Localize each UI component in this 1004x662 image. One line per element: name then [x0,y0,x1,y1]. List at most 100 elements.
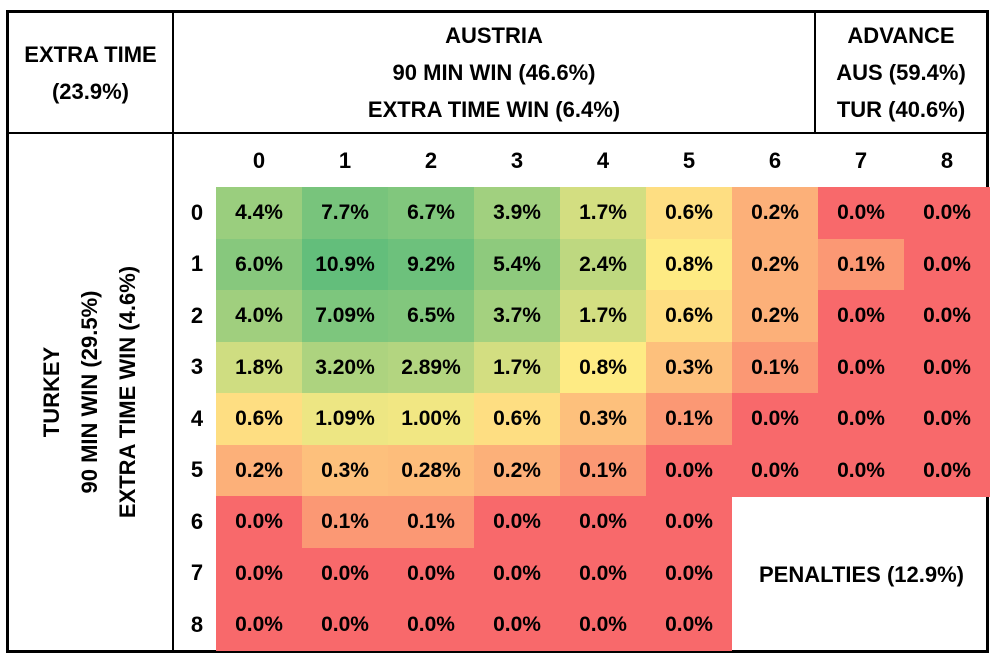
col-header-6: 6 [732,136,818,186]
cell-1-0: 6.0% [216,239,302,291]
cell-7-2: 0.0% [388,548,474,600]
row-header-3: 3 [178,342,216,394]
cell-5-0: 0.2% [216,445,302,497]
cell-7-5: 0.0% [646,548,732,600]
cell-2-5: 0.6% [646,290,732,342]
cell-6-0: 0.0% [216,496,302,548]
cell-5-4: 0.1% [560,445,646,497]
cell-2-0: 4.0% [216,290,302,342]
cell-3-1: 3.20% [302,342,388,394]
extra-time-value: (23.9%) [52,73,129,110]
cell-3-8: 0.0% [904,342,990,394]
cell-0-5: 0.6% [646,187,732,239]
advance-title: ADVANCE [847,17,954,54]
row-header-0: 0 [178,187,216,239]
cell-7-1: 0.0% [302,548,388,600]
col-header-1: 1 [302,136,388,186]
cell-8-4: 0.0% [560,599,646,651]
turkey-90min: 90 MIN WIN (29.5%) [71,266,109,518]
cell-4-1: 1.09% [302,393,388,445]
cell-2-4: 1.7% [560,290,646,342]
cell-1-4: 2.4% [560,239,646,291]
cell-3-6: 0.1% [732,342,818,394]
cell-5-3: 0.2% [474,445,560,497]
cell-0-1: 7.7% [302,187,388,239]
cell-6-5: 0.0% [646,496,732,548]
cell-1-7: 0.1% [818,239,904,291]
cell-4-5: 0.1% [646,393,732,445]
cell-0-4: 1.7% [560,187,646,239]
cell-5-7: 0.0% [818,445,904,497]
col-header-4: 4 [560,136,646,186]
cell-0-8: 0.0% [904,187,990,239]
cell-5-6: 0.0% [732,445,818,497]
row-header-5: 5 [178,445,216,497]
cell-5-2: 0.28% [388,445,474,497]
row-header-2: 2 [178,290,216,342]
cell-3-3: 1.7% [474,342,560,394]
turkey-side-label: TURKEY 90 MIN WIN (29.5%) EXTRA TIME WIN… [8,134,172,650]
cell-8-1: 0.0% [302,599,388,651]
cell-2-7: 0.0% [818,290,904,342]
row-header-7: 7 [178,548,216,600]
cell-8-5: 0.0% [646,599,732,651]
turkey-title: TURKEY [33,266,71,518]
row-header-1: 1 [178,239,216,291]
cell-1-5: 0.8% [646,239,732,291]
advance-divider [814,12,816,133]
cell-2-1: 7.09% [302,290,388,342]
cell-0-2: 6.7% [388,187,474,239]
cell-6-1: 0.1% [302,496,388,548]
cell-5-5: 0.0% [646,445,732,497]
austria-90min: 90 MIN WIN (46.6%) [393,54,596,91]
cell-0-7: 0.0% [818,187,904,239]
cell-2-3: 3.7% [474,290,560,342]
cell-6-2: 0.1% [388,496,474,548]
cell-3-7: 0.0% [818,342,904,394]
col-header-5: 5 [646,136,732,186]
austria-extra-time: EXTRA TIME WIN (6.4%) [368,91,620,128]
row-header-6: 6 [178,496,216,548]
left-divider [172,12,174,652]
extra-time-title: EXTRA TIME [24,36,156,73]
cell-3-2: 2.89% [388,342,474,394]
cell-4-8: 0.0% [904,393,990,445]
cell-6-3: 0.0% [474,496,560,548]
cell-1-1: 10.9% [302,239,388,291]
advance-aus: AUS (59.4%) [836,54,966,91]
cell-4-7: 0.0% [818,393,904,445]
advance-tur: TUR (40.6%) [837,91,965,128]
col-header-8: 8 [904,136,990,186]
cell-5-1: 0.3% [302,445,388,497]
cell-4-3: 0.6% [474,393,560,445]
extra-time-header: EXTRA TIME (23.9%) [9,13,172,132]
cell-7-0: 0.0% [216,548,302,600]
cell-2-6: 0.2% [732,290,818,342]
cell-1-3: 5.4% [474,239,560,291]
cell-0-0: 4.4% [216,187,302,239]
cell-2-2: 6.5% [388,290,474,342]
cell-8-3: 0.0% [474,599,560,651]
row-header-8: 8 [178,599,216,651]
cell-3-0: 1.8% [216,342,302,394]
cell-1-8: 0.0% [904,239,990,291]
cell-1-6: 0.2% [732,239,818,291]
cell-4-0: 0.6% [216,393,302,445]
cell-3-5: 0.3% [646,342,732,394]
austria-header: AUSTRIA 90 MIN WIN (46.6%) EXTRA TIME WI… [174,13,814,132]
cell-8-2: 0.0% [388,599,474,651]
cell-4-6: 0.0% [732,393,818,445]
penalties-label: PENALTIES (12.9%) [734,497,989,653]
cell-0-3: 3.9% [474,187,560,239]
cell-4-2: 1.00% [388,393,474,445]
row-header-4: 4 [178,393,216,445]
col-header-7: 7 [818,136,904,186]
col-header-2: 2 [388,136,474,186]
advance-header: ADVANCE AUS (59.4%) TUR (40.6%) [816,13,986,132]
cell-8-0: 0.0% [216,599,302,651]
cell-7-3: 0.0% [474,548,560,600]
cell-0-6: 0.2% [732,187,818,239]
turkey-extra-time: EXTRA TIME WIN (4.6%) [109,266,147,518]
cell-3-4: 0.8% [560,342,646,394]
cell-4-4: 0.3% [560,393,646,445]
